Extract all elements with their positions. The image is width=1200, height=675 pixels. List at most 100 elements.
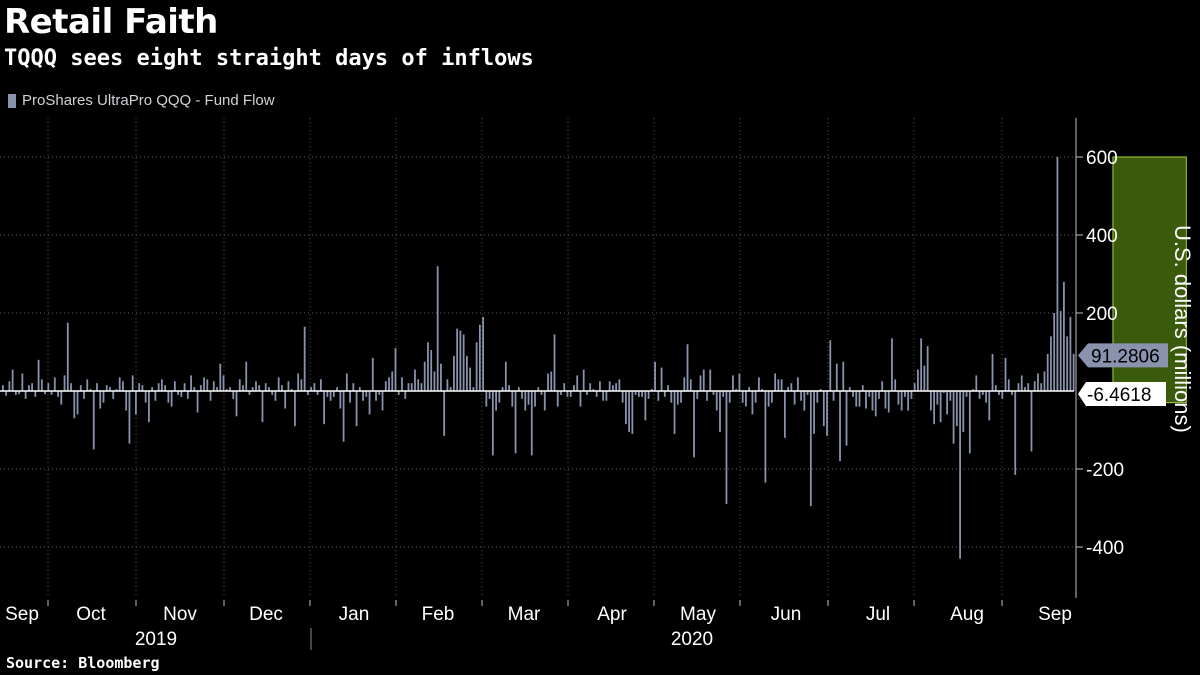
- bar: [709, 369, 712, 391]
- bar: [540, 391, 543, 395]
- bar: [229, 387, 231, 391]
- bar: [822, 391, 825, 427]
- bar: [349, 391, 351, 403]
- bar: [637, 391, 640, 397]
- bar: [1043, 371, 1046, 391]
- bar: [277, 377, 280, 391]
- bar: [440, 363, 442, 391]
- bar: [988, 391, 991, 421]
- bar: [326, 391, 329, 397]
- bar: [835, 363, 838, 391]
- bar: [355, 391, 358, 427]
- bar: [271, 391, 274, 395]
- bar: [550, 371, 553, 391]
- x-tick-label: Sep: [1038, 604, 1072, 625]
- bar: [832, 391, 835, 401]
- bar: [11, 369, 14, 391]
- bar: [521, 391, 523, 399]
- bar: [183, 383, 186, 391]
- bar: [566, 391, 569, 397]
- last-value-tag-positive: [1078, 343, 1168, 368]
- bar: [135, 391, 137, 415]
- bar: [53, 377, 56, 391]
- bar: [83, 391, 85, 399]
- bar: [352, 383, 355, 391]
- bar: [767, 391, 770, 407]
- bar: [689, 379, 692, 391]
- bar: [287, 381, 290, 391]
- bar: [1037, 373, 1039, 391]
- bar: [891, 338, 893, 391]
- y-tick-label: -200: [1086, 460, 1124, 481]
- bar: [933, 391, 936, 425]
- bar: [868, 391, 871, 397]
- bar: [920, 338, 923, 391]
- bar: [595, 391, 598, 397]
- bar: [972, 389, 974, 391]
- bar: [770, 391, 773, 403]
- bar: [748, 387, 751, 391]
- y-axis-label: U.S. dollars (millions): [1170, 225, 1195, 433]
- bar: [180, 391, 183, 397]
- bar: [994, 385, 997, 391]
- bar: [73, 391, 76, 419]
- bar: [524, 391, 527, 411]
- bar: [105, 385, 108, 391]
- bar: [212, 381, 215, 391]
- bar: [99, 391, 102, 409]
- y-tick-label: -400: [1086, 538, 1124, 559]
- bar: [242, 385, 244, 391]
- bar: [310, 387, 313, 391]
- bar: [586, 391, 588, 395]
- bar: [965, 391, 968, 397]
- bar: [725, 391, 728, 505]
- bar: [654, 361, 656, 391]
- bar: [813, 391, 815, 434]
- bar: [706, 391, 708, 401]
- bar: [118, 377, 121, 391]
- bar: [1007, 379, 1010, 391]
- bar: [1046, 353, 1049, 391]
- bar: [842, 361, 845, 391]
- bar: [1033, 381, 1036, 391]
- x-tick-label: Oct: [76, 604, 106, 625]
- bar: [1063, 281, 1065, 391]
- bar: [592, 389, 595, 391]
- bar: [644, 391, 647, 421]
- bar: [923, 365, 926, 391]
- bar: [764, 391, 767, 483]
- bar: [319, 379, 322, 391]
- bar: [884, 391, 887, 409]
- bar: [508, 385, 510, 391]
- bar: [404, 391, 407, 399]
- bar: [498, 391, 501, 403]
- bar: [907, 391, 910, 411]
- bar: [141, 385, 144, 391]
- bar: [148, 391, 150, 423]
- bar: [203, 377, 205, 391]
- bar: [456, 328, 459, 391]
- bar: [102, 391, 105, 403]
- bar: [368, 391, 371, 415]
- bar: [624, 391, 627, 425]
- bar: [511, 391, 514, 407]
- bar: [670, 391, 673, 403]
- bar: [663, 391, 666, 397]
- bar: [754, 391, 757, 403]
- bar: [37, 359, 40, 391]
- bar: [874, 391, 877, 417]
- bar: [1050, 336, 1052, 391]
- bar: [219, 363, 222, 391]
- legend: ProShares UltraPro QQQ - Fund Flow: [8, 92, 275, 109]
- bar: [573, 385, 575, 391]
- bar: [196, 391, 199, 413]
- bar: [465, 355, 468, 391]
- bar: [433, 371, 436, 391]
- bar: [657, 391, 660, 401]
- bar: [251, 387, 254, 391]
- chart-subtitle: TQQQ sees eight straight days of inflows: [4, 46, 534, 71]
- bar: [436, 266, 439, 391]
- x-tick-label: Feb: [422, 604, 455, 625]
- bar: [375, 391, 377, 401]
- bar: [245, 361, 248, 391]
